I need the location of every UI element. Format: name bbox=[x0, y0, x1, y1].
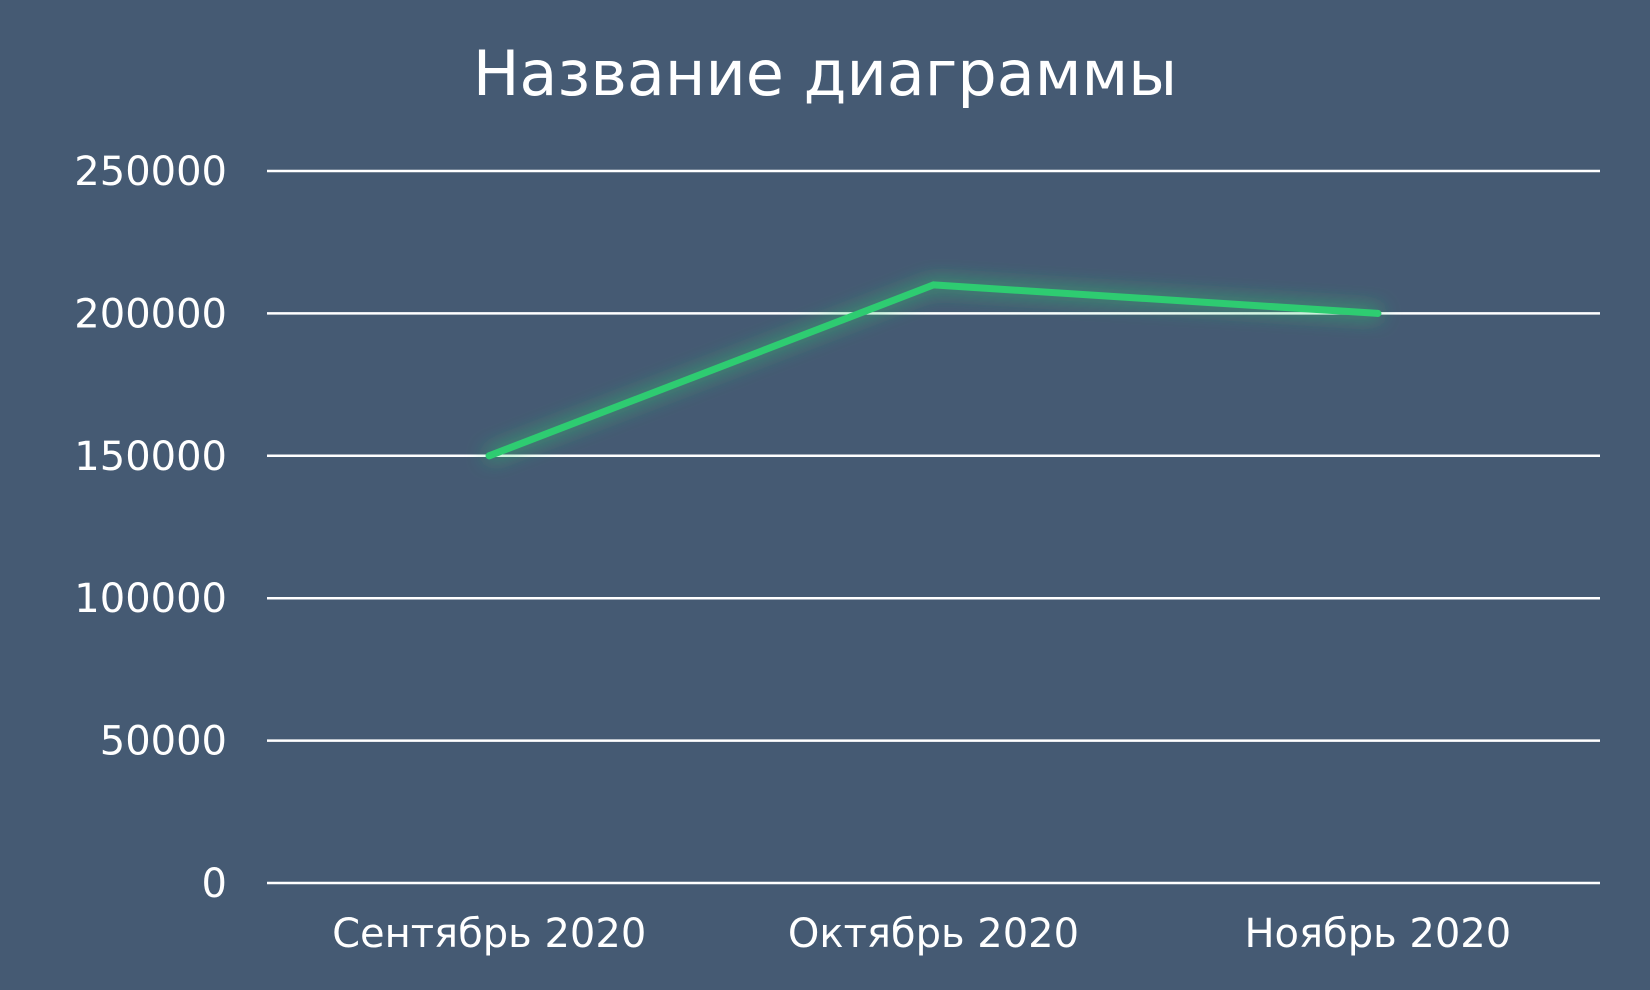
y-tick-label: 100000 bbox=[74, 576, 227, 622]
x-tick-label: Октябрь 2020 bbox=[788, 911, 1079, 957]
series-line-0 bbox=[485, 281, 1382, 460]
y-tick-label: 0 bbox=[202, 861, 227, 907]
x-tick-label: Ноябрь 2020 bbox=[1244, 911, 1511, 957]
y-tick-label: 150000 bbox=[74, 434, 227, 480]
data-point bbox=[930, 281, 937, 289]
x-axis-ticks: Сентябрь 2020 Октябрь 2020 Ноябрь 2020 bbox=[332, 911, 1511, 957]
y-tick-label: 250000 bbox=[74, 149, 227, 195]
y-tick-label: 200000 bbox=[74, 291, 227, 337]
y-tick-label: 50000 bbox=[100, 719, 227, 765]
series-layer bbox=[485, 281, 1382, 460]
x-tick-label: Сентябрь 2020 bbox=[332, 911, 646, 957]
y-axis-ticks: 0 50000 100000 150000 200000 250000 bbox=[74, 149, 227, 907]
gridlines bbox=[267, 169, 1600, 885]
data-point bbox=[1374, 309, 1382, 317]
data-point bbox=[485, 452, 493, 460]
chart-title: Название диаграммы bbox=[473, 37, 1177, 110]
